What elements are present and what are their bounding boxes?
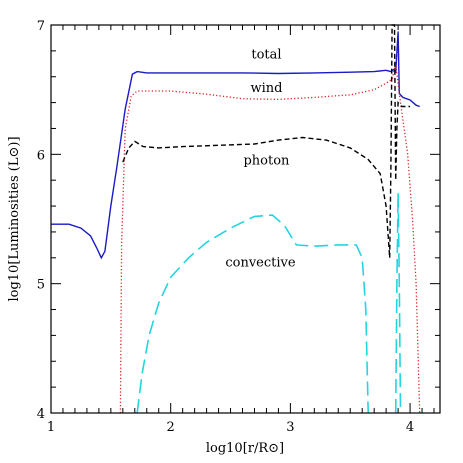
x-tick-label: 3 xyxy=(286,420,294,435)
annotation-wind: wind xyxy=(250,81,282,96)
x-axis-label: log10[r/R⊙] xyxy=(206,441,284,456)
tick-layer: 1 2 3 4 4 5 6 7 xyxy=(37,19,440,435)
x-tick-label: 1 xyxy=(47,420,55,435)
y-tick-label: 6 xyxy=(37,148,45,163)
annotation-total: total xyxy=(251,47,281,62)
y-axis-label: log10[Luminosities (L⊙)] xyxy=(7,136,22,301)
series-layer xyxy=(51,24,421,414)
annotation-layer: total wind photon convective xyxy=(225,47,296,270)
y-tick-label: 7 xyxy=(37,19,45,34)
y-tick-label: 5 xyxy=(37,278,45,293)
series-total xyxy=(51,31,420,260)
plot-frame xyxy=(50,24,441,414)
x-tick-label: 2 xyxy=(167,420,175,435)
annotation-photon: photon xyxy=(243,154,290,169)
y-tick-label: 4 xyxy=(37,407,45,422)
series-convective-core xyxy=(394,193,402,414)
annotation-convective: convective xyxy=(225,256,296,271)
series-convective xyxy=(136,214,369,414)
series-wind xyxy=(119,63,421,414)
x-tick-label: 4 xyxy=(406,420,414,435)
